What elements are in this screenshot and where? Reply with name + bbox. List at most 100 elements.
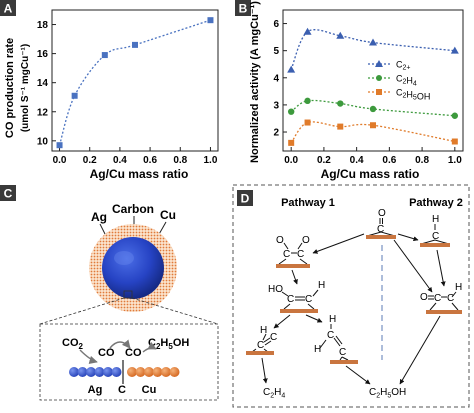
- label-cu: Cu: [160, 208, 176, 222]
- cu-atom: [127, 367, 137, 377]
- cu-atom: [152, 367, 163, 377]
- arrow-to-ethylene: [261, 357, 268, 384]
- pathway-2-label: Pathway 2: [409, 197, 463, 209]
- ag-atom: [69, 367, 79, 377]
- svg-text:C: C: [377, 224, 384, 235]
- x-tick-label: 0.8: [173, 155, 187, 166]
- arrow-to-ethanol-right: [399, 315, 441, 385]
- product-ethylene: C2H4: [263, 387, 285, 400]
- product-ethanol: C2H5OH: [369, 387, 406, 400]
- chart-a-ylabel-2: (umol S⁻¹ mgCu⁻¹): [20, 44, 31, 132]
- x-tick-label: 0.0: [284, 155, 298, 166]
- panel-c-label: C: [4, 187, 13, 201]
- y-tick-label: 2: [273, 128, 279, 139]
- svg-text:C: C: [257, 340, 264, 351]
- inset-co2: CO2: [62, 337, 84, 351]
- panel-a-label: A: [4, 2, 13, 16]
- x-tick-label: 0.4: [113, 155, 127, 166]
- data-point-s0-2: [336, 31, 345, 39]
- inset-cu: Cu: [142, 384, 157, 396]
- data-point-s2-4: [451, 138, 458, 145]
- panel-d-label-box: [237, 190, 253, 206]
- surface-bar: [426, 310, 462, 314]
- ag-atom: [111, 367, 122, 377]
- svg-text:O: O: [420, 292, 428, 303]
- panel-a-label-box: [0, 0, 16, 16]
- data-point-s1-3: [369, 105, 377, 113]
- panel-c-label-box: [0, 185, 16, 201]
- panel-d-label: D: [241, 192, 250, 206]
- cu-atom: [161, 367, 171, 377]
- chart-frame: [51, 9, 219, 152]
- svg-text:H: H: [455, 282, 462, 293]
- x-tick-label: 0.6: [382, 155, 396, 166]
- chart-b-xlabel: Ag/Cu mass ratio: [321, 167, 420, 181]
- chart-a-xlabel: Ag/Cu mass ratio: [90, 167, 189, 181]
- legend-marker-0: [375, 60, 383, 67]
- svg-text:H: H: [329, 314, 336, 325]
- surface-bar: [246, 351, 274, 355]
- cu-atom: [169, 367, 180, 377]
- surface-bar: [280, 309, 318, 313]
- svg-text:H: H: [318, 280, 325, 291]
- arrow-to-ethanol-left: [345, 365, 371, 385]
- x-tick-label: 0.2: [317, 155, 331, 166]
- species-occo: O O C C: [276, 235, 310, 268]
- species-co-ads: O C: [366, 208, 396, 239]
- panel-d-frame: [232, 184, 470, 408]
- series-line-0: [58, 19, 211, 146]
- cu-atom: [135, 367, 146, 377]
- data-point-s2-3: [370, 122, 376, 129]
- data-point-s0-3: [132, 41, 138, 48]
- legend-marker-1: [376, 75, 382, 81]
- svg-text:C: C: [447, 293, 454, 304]
- y-tick-label: 16: [37, 49, 49, 60]
- arrow-co2-to-co: [79, 349, 98, 364]
- x-tick-label: 0.4: [350, 155, 364, 166]
- y-tick-label: 14: [37, 78, 49, 89]
- data-point-s1-2: [337, 100, 344, 107]
- surface-bar: [366, 235, 396, 239]
- ag-atom: [94, 367, 105, 377]
- arrow-co-to-product: [142, 341, 157, 353]
- x-tick-label: 0.2: [83, 155, 97, 166]
- data-point-s1-4: [451, 112, 459, 119]
- x-tick-label: 1.0: [204, 155, 218, 166]
- data-point-s0-4: [207, 17, 214, 24]
- sphere-highlight: [114, 251, 134, 265]
- legend-label-1: C2H4: [396, 74, 417, 88]
- svg-text:H: H: [260, 325, 267, 336]
- ag-atom: [103, 367, 113, 377]
- svg-text:C: C: [432, 231, 439, 242]
- data-point-s0-1: [303, 27, 312, 35]
- arrow-co-to-ch: [397, 233, 419, 242]
- surface-bar: [420, 243, 450, 247]
- chart-b-ylabel: Normalized activity (A mgCu⁻¹): [249, 1, 261, 163]
- x-tick-label: 0.6: [143, 155, 157, 166]
- arrow-ch-to-occh: [436, 249, 446, 287]
- data-point-s0-3: [369, 38, 377, 46]
- data-point-s1-0: [287, 108, 295, 115]
- chart-frame: [282, 9, 464, 152]
- svg-text:C: C: [339, 347, 346, 358]
- svg-text:C: C: [270, 332, 277, 343]
- arrow-occo-to-hocch: [291, 269, 298, 285]
- chart-a-ylabel-1: CO production rate: [4, 38, 16, 138]
- arrow-co-spillover: [109, 339, 131, 349]
- y-tick-label: 3: [273, 100, 279, 111]
- surface-bar: [276, 264, 310, 268]
- arrow-to-ochch: [305, 314, 323, 323]
- data-point-s0-4: [450, 46, 459, 54]
- label-carbon: Carbon: [112, 202, 154, 216]
- chart-b: 0.0 0.2 0.4 0.6 0.8 1.0 2 3 4 5 6: [273, 9, 464, 166]
- svg-text:C: C: [283, 249, 290, 260]
- y-tick-label: 10: [37, 136, 49, 147]
- x-tick-label: 0.8: [415, 155, 429, 166]
- inset-box: [39, 323, 219, 401]
- legend-label-0: C2+: [396, 60, 410, 72]
- panel-b: B 0.0 0.2 0.4 0.6 0.8 1.0 2 3 4 5 6 Normalized act…: [235, 0, 464, 181]
- ag-atom: [86, 367, 96, 377]
- y-tick-label: 6: [273, 19, 279, 30]
- y-tick-label: 5: [273, 46, 279, 57]
- svg-text:H: H: [314, 344, 321, 355]
